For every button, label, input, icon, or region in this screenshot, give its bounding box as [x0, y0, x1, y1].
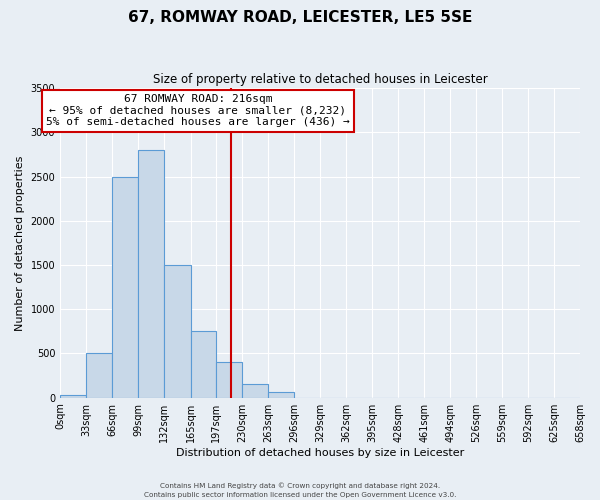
- Bar: [242, 384, 268, 398]
- Bar: [139, 150, 164, 398]
- Bar: [112, 176, 139, 398]
- Bar: [191, 332, 216, 398]
- Y-axis label: Number of detached properties: Number of detached properties: [15, 155, 25, 330]
- Bar: [164, 265, 191, 398]
- Text: 67 ROMWAY ROAD: 216sqm
← 95% of detached houses are smaller (8,232)
5% of semi-d: 67 ROMWAY ROAD: 216sqm ← 95% of detached…: [46, 94, 350, 128]
- Bar: [60, 396, 86, 398]
- X-axis label: Distribution of detached houses by size in Leicester: Distribution of detached houses by size …: [176, 448, 464, 458]
- Text: Contains public sector information licensed under the Open Government Licence v3: Contains public sector information licen…: [144, 492, 456, 498]
- Text: Contains HM Land Registry data © Crown copyright and database right 2024.: Contains HM Land Registry data © Crown c…: [160, 482, 440, 489]
- Text: 67, ROMWAY ROAD, LEICESTER, LE5 5SE: 67, ROMWAY ROAD, LEICESTER, LE5 5SE: [128, 10, 472, 25]
- Bar: [216, 362, 242, 398]
- Title: Size of property relative to detached houses in Leicester: Size of property relative to detached ho…: [153, 72, 487, 86]
- Bar: [268, 392, 294, 398]
- Bar: [86, 354, 112, 398]
